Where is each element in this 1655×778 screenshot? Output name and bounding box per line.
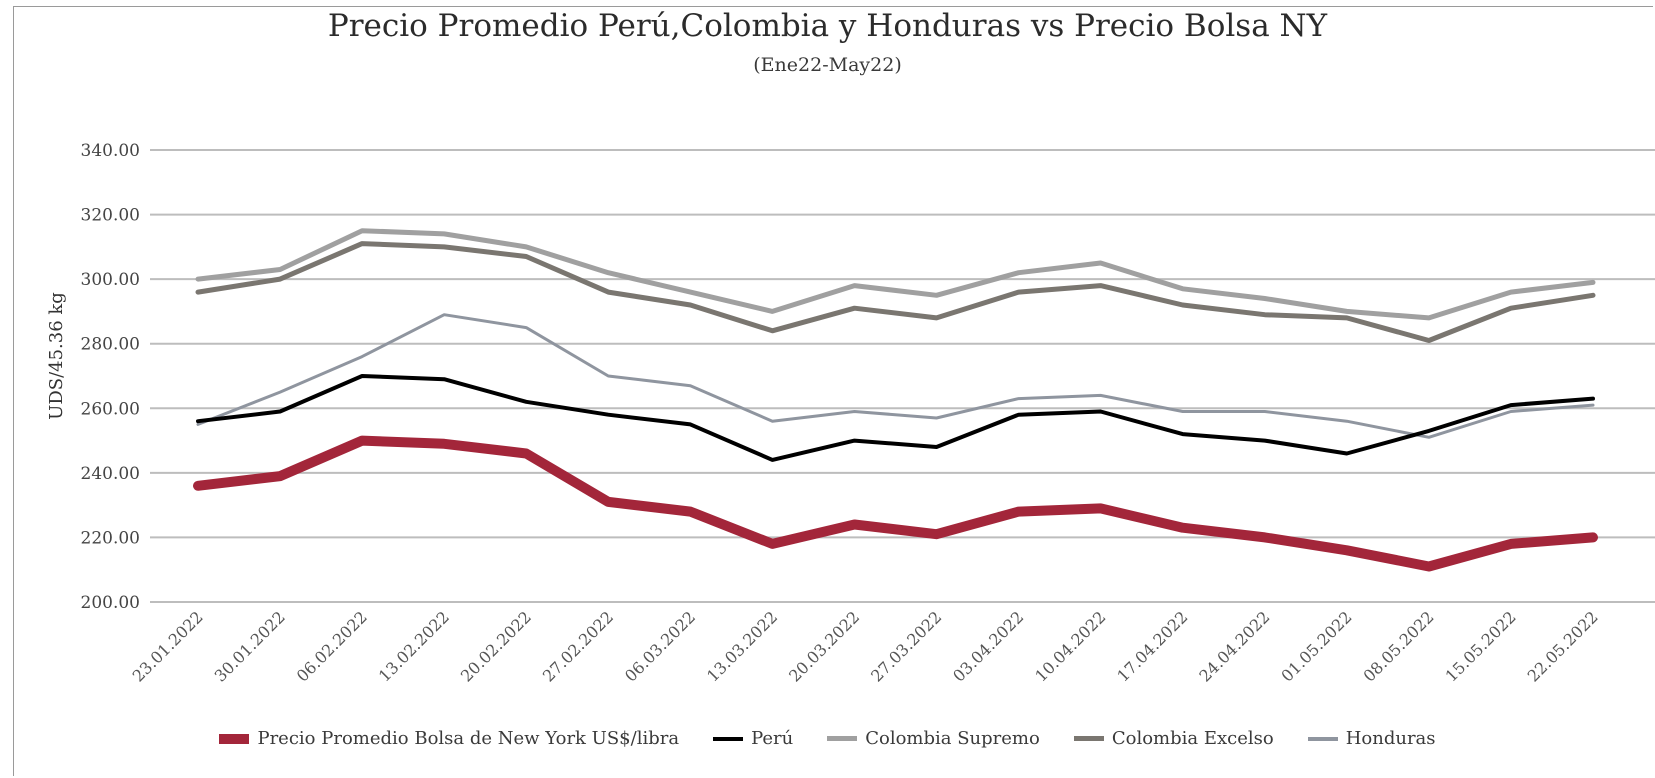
chart-frame xyxy=(13,6,1653,776)
y-tick-label: 260.00 xyxy=(81,399,140,419)
chart-legend: Precio Promedio Bolsa de New York US$/li… xyxy=(0,728,1655,749)
x-tick-label: 17.04.2022 xyxy=(1113,607,1191,685)
y-axis-label: UDS/45.36 kg xyxy=(46,292,67,420)
legend-item: Colombia Excelso xyxy=(1073,728,1274,749)
legend-item: Perú xyxy=(713,728,793,749)
y-tick-label: 340.00 xyxy=(81,141,140,161)
x-tick-label: 23.01.2022 xyxy=(129,607,207,685)
x-tick-label: 06.02.2022 xyxy=(293,607,371,685)
x-tick-label: 20.02.2022 xyxy=(457,607,535,685)
y-tick-label: 220.00 xyxy=(81,528,140,548)
y-tick-label: 200.00 xyxy=(81,593,140,613)
legend-label: Colombia Supremo xyxy=(865,728,1040,749)
x-tick-label: 10.04.2022 xyxy=(1031,607,1109,685)
x-tick-label: 03.04.2022 xyxy=(949,607,1027,685)
legend-item: Colombia Supremo xyxy=(827,728,1040,749)
x-tick-label: 22.05.2022 xyxy=(1524,607,1602,685)
x-tick-label: 24.04.2022 xyxy=(1195,607,1273,685)
x-tick-label: 08.05.2022 xyxy=(1359,607,1437,685)
series-line-4 xyxy=(196,313,1595,439)
series-lines xyxy=(193,228,1598,572)
legend-item: Honduras xyxy=(1307,728,1436,749)
x-tick-label: 13.03.2022 xyxy=(703,607,781,685)
x-axis-ticks: 23.01.2022 30.01.2022 06.02.2022 13.02.2022… xyxy=(129,607,1602,685)
legend-swatch xyxy=(713,736,744,741)
x-tick-label: 13.02.2022 xyxy=(375,607,453,685)
x-tick-label: 30.01.2022 xyxy=(211,607,289,685)
y-tick-label: 320.00 xyxy=(81,206,140,226)
x-tick-label: 06.03.2022 xyxy=(621,607,699,685)
legend-swatch xyxy=(1073,736,1104,741)
legend-item: Precio Promedio Bolsa de New York US$/li… xyxy=(219,728,679,749)
legend-label: Perú xyxy=(751,728,794,749)
x-tick-label: 20.03.2022 xyxy=(785,607,863,685)
x-tick-label: 27.03.2022 xyxy=(867,607,945,685)
y-tick-label: 240.00 xyxy=(81,464,140,484)
chart-subtitle: (Ene22-May22) xyxy=(753,54,902,76)
y-axis-ticks: 200.00 220.00 240.00 260.00 280.00 300.00 320.… xyxy=(81,141,140,613)
legend-label: Precio Promedio Bolsa de New York US$/li… xyxy=(257,728,680,749)
legend-swatch xyxy=(827,736,858,741)
legend-swatch xyxy=(219,733,250,744)
legend-swatch xyxy=(1307,736,1338,741)
series-line-2 xyxy=(195,228,1596,321)
gridlines xyxy=(150,149,1655,603)
chart-title: Precio Promedio Perú,Colombia y Honduras… xyxy=(327,8,1328,44)
legend-label: Honduras xyxy=(1345,728,1436,749)
series-line-1 xyxy=(196,374,1595,462)
y-tick-label: 280.00 xyxy=(81,335,140,355)
x-tick-label: 15.05.2022 xyxy=(1442,607,1520,685)
x-tick-label: 01.05.2022 xyxy=(1277,607,1355,685)
legend-label: Colombia Excelso xyxy=(1111,728,1274,749)
series-line-0 xyxy=(193,435,1598,572)
series-line-3 xyxy=(195,241,1596,343)
x-tick-label: 27.02.2022 xyxy=(539,607,617,685)
y-tick-label: 300.00 xyxy=(81,270,140,290)
